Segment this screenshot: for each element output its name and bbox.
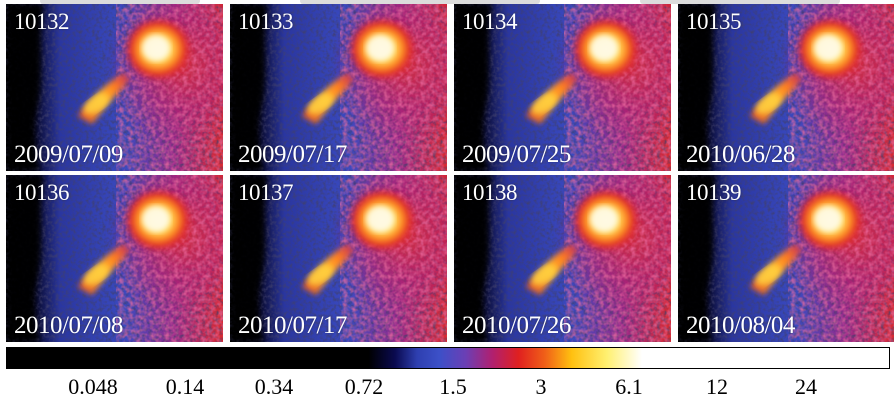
observation-date: 2010/07/17: [238, 312, 347, 339]
colorbar-tick-label: 1.5: [439, 374, 467, 399]
image-panel: 10133 2009/07/17: [230, 4, 447, 171]
cropped-top-edge: [0, 0, 894, 6]
image-panel: 10137 2010/07/17: [230, 175, 447, 342]
image-panel: 10132 2009/07/09: [6, 4, 223, 171]
observation-id: 10137: [238, 180, 294, 205]
observation-date: 2009/07/25: [462, 141, 571, 168]
colorbar-tick-label: 0.14: [165, 374, 205, 399]
observation-id: 10138: [462, 180, 518, 205]
image-panel: 10135 2010/06/28: [678, 4, 894, 171]
image-panel: 10139 2010/08/04: [678, 175, 894, 342]
image-panel: 10138 2010/07/26: [454, 175, 671, 342]
image-panel: 10136 2010/07/08: [6, 175, 223, 342]
observation-id: 10132: [14, 9, 70, 34]
colorbar-tick-label: 12: [706, 374, 728, 399]
colorbar-tick-label: 0.72: [344, 374, 384, 399]
colorbar-tick-label: 3: [535, 374, 547, 399]
observation-date: 2010/08/04: [686, 312, 795, 339]
observation-id: 10135: [686, 9, 742, 34]
observation-id: 10139: [686, 180, 742, 205]
colorbar-tick-label: 0.34: [254, 374, 294, 399]
observation-id: 10136: [14, 180, 70, 205]
colorbar-tick-label: 24: [795, 374, 817, 399]
observation-id: 10134: [462, 9, 518, 34]
observation-date: 2009/07/17: [238, 141, 347, 168]
observation-id: 10133: [238, 9, 294, 34]
image-panel-grid: 10132 2009/07/09 10133 2009/07/17 10134 …: [6, 4, 894, 342]
observation-date: 2009/07/09: [14, 141, 123, 168]
image-panel: 10134 2009/07/25: [454, 4, 671, 171]
colorbar: [6, 347, 890, 369]
colorbar-tick-label: 0.048: [68, 374, 118, 399]
observation-date: 2010/06/28: [686, 141, 795, 168]
observation-date: 2010/07/08: [14, 312, 123, 339]
observation-date: 2010/07/26: [462, 312, 571, 339]
colorbar-tick-label: 6.1: [615, 374, 643, 399]
